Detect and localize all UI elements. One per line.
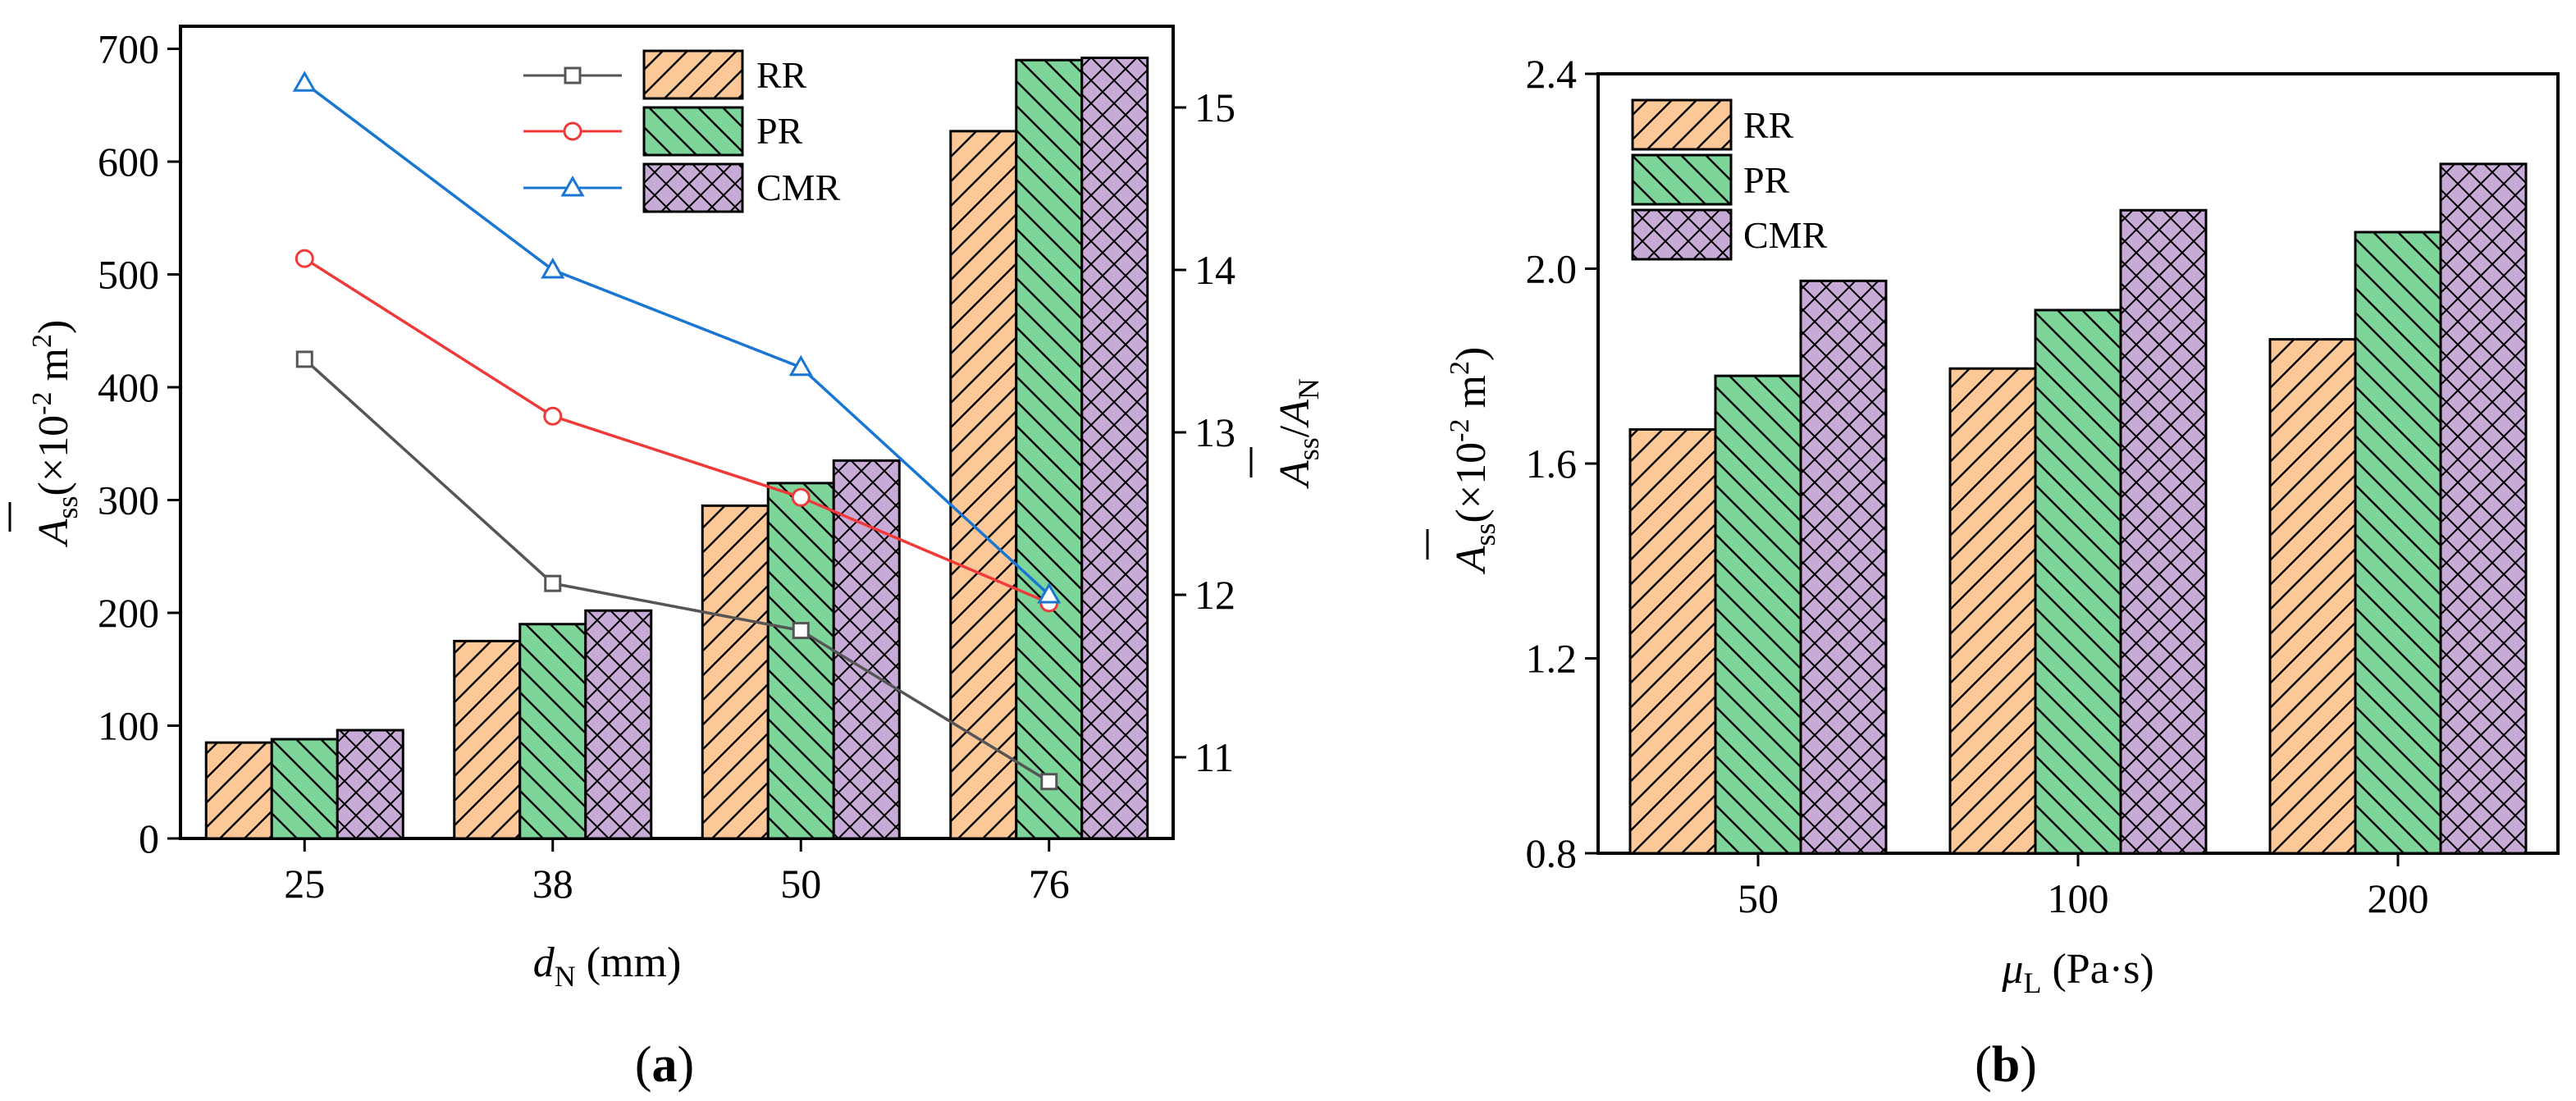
y-tick-label-a-left: 500 xyxy=(98,252,159,298)
marker-a-cmr-50 xyxy=(788,354,813,377)
marker-a-pr-50 xyxy=(791,487,811,507)
bar-a-cmr-38 xyxy=(584,609,653,840)
bar-a-rr-76 xyxy=(949,130,1018,840)
x-tick-label-a: 50 xyxy=(780,861,821,907)
x-tick-label-b: 50 xyxy=(1738,875,1779,921)
legend-b-item-pr: PR xyxy=(1631,153,1790,206)
legend-b: RR PR CMR xyxy=(1631,98,1828,261)
bar-b-rr-100 xyxy=(1948,367,2037,855)
y-tick-label-a-left: 600 xyxy=(98,139,159,185)
y-tick-label-a-left: 200 xyxy=(98,590,159,636)
marker-a-rr-38 xyxy=(544,574,562,592)
legend-a-cmr-marker xyxy=(560,175,585,197)
y-tick-label-b: 2.4 xyxy=(1526,51,1578,97)
y-tick-label-a-right: 14 xyxy=(1194,247,1235,293)
panel-a: 0 100 200 300 400 500 600 700 11 12 13 14 15 25 38 50 76… xyxy=(8,25,1325,1093)
line-a-pr xyxy=(304,257,1050,605)
bar-b-cmr-100 xyxy=(2119,208,2208,855)
line-a-rr xyxy=(304,358,1050,783)
y-tick-label-a-left: 0 xyxy=(139,815,159,861)
y-tick-label-a-left: 700 xyxy=(98,26,159,72)
legend-a-item-cmr: CMR xyxy=(523,162,841,213)
x-tick-label-a: 38 xyxy=(532,861,573,907)
y-axis-title-a-left: Ass(×10-2 m2) xyxy=(27,320,84,548)
ticks-a: 0 100 200 300 400 500 600 700 11 12 13 14 15 25 38 50 76 xyxy=(98,26,1235,907)
panel-label-a: (a) xyxy=(635,1037,694,1093)
marker-a-cmr-25 xyxy=(292,71,317,92)
legend-b-item-cmr: CMR xyxy=(1631,208,1828,261)
legend-a-item-pr: PR xyxy=(523,106,803,157)
y-axis-title-b: Ass(×10-2 m2) xyxy=(1445,347,1501,575)
bar-b-rr-50 xyxy=(1628,427,1717,855)
bar-a-rr-25 xyxy=(204,741,273,840)
legend-a-item-rr: RR xyxy=(523,49,807,100)
y-tick-label-a-right: 12 xyxy=(1194,572,1235,618)
legend-a-pr-label: PR xyxy=(756,110,803,152)
legend-a-pr-marker xyxy=(563,121,582,141)
marker-a-cmr-38 xyxy=(541,257,565,279)
panel-b: 0.8 1.2 1.6 2.0 2.4 50 100 200 Ass(×10-2 m2) μL… xyxy=(1426,51,2560,1093)
line-a-cmr xyxy=(304,81,1050,596)
legend-a-rr-swatch xyxy=(642,49,744,100)
legend-b-rr-swatch xyxy=(1631,98,1733,151)
x-tick-label-b: 200 xyxy=(2368,875,2429,921)
bar-a-pr-76 xyxy=(1015,58,1084,840)
y-tick-label-b: 2.0 xyxy=(1526,246,1578,292)
legend-b-pr-swatch xyxy=(1631,153,1733,206)
legend-b-cmr-label: CMR xyxy=(1743,214,1828,256)
y-tick-label-b: 1.2 xyxy=(1526,636,1578,682)
bar-b-cmr-50 xyxy=(1799,279,1888,855)
bar-a-pr-50 xyxy=(766,482,835,840)
y-tick-label-a-right: 13 xyxy=(1194,409,1235,455)
bar-b-rr-200 xyxy=(2268,338,2357,855)
y-tick-label-a-right: 15 xyxy=(1194,85,1235,130)
ticks-b: 0.8 1.2 1.6 2.0 2.4 50 100 200 xyxy=(1526,51,2429,921)
x-tick-label-a: 76 xyxy=(1029,861,1070,907)
marker-a-pr-38 xyxy=(543,406,563,426)
lines-a xyxy=(292,71,1062,791)
x-axis-title-b: μL (Pa·s) xyxy=(2001,946,2154,999)
legend-a-rr-marker xyxy=(564,66,582,85)
bar-a-pr-25 xyxy=(270,738,339,840)
bar-b-pr-50 xyxy=(1714,374,1802,855)
marker-a-pr-25 xyxy=(295,249,314,268)
legend-a-rr-label: RR xyxy=(756,54,807,96)
legend-b-cmr-swatch xyxy=(1631,208,1733,261)
legend-a: RR PR CMR xyxy=(523,49,841,213)
x-tick-label-a: 25 xyxy=(284,861,325,907)
x-axis-title-a: dN (mm) xyxy=(533,939,682,993)
bar-b-pr-200 xyxy=(2354,231,2442,855)
marker-a-cmr-76 xyxy=(1037,582,1062,604)
legend-a-cmr-label: CMR xyxy=(756,167,841,208)
y-tick-label-a-right: 11 xyxy=(1194,734,1234,780)
bar-a-cmr-50 xyxy=(832,459,901,840)
marker-a-rr-25 xyxy=(295,350,313,368)
legend-b-pr-label: PR xyxy=(1743,159,1790,201)
y-tick-label-b: 1.6 xyxy=(1526,441,1578,487)
y-tick-label-a-left: 300 xyxy=(98,477,159,523)
bar-b-pr-100 xyxy=(2034,308,2122,855)
y-tick-label-a-left: 100 xyxy=(98,703,159,749)
legend-a-pr-swatch xyxy=(642,106,744,157)
bar-a-cmr-25 xyxy=(336,729,404,840)
bar-a-rr-50 xyxy=(701,504,770,840)
bar-a-cmr-76 xyxy=(1080,57,1149,840)
y-tick-label-a-left: 400 xyxy=(98,364,159,410)
bar-a-rr-38 xyxy=(453,639,522,840)
bar-a-pr-38 xyxy=(518,623,587,840)
marker-a-rr-76 xyxy=(1040,773,1058,791)
bar-b-cmr-200 xyxy=(2439,162,2528,855)
marker-a-rr-50 xyxy=(792,622,810,640)
bars-a xyxy=(204,57,1149,840)
x-tick-label-b: 100 xyxy=(2048,875,2109,921)
bars-b xyxy=(1628,162,2528,855)
legend-b-item-rr: RR xyxy=(1631,98,1794,151)
y-tick-label-b: 0.8 xyxy=(1526,830,1578,876)
panel-label-b: (b) xyxy=(1975,1037,2037,1093)
legend-a-cmr-swatch xyxy=(642,162,744,213)
y-axis-title-a-right: Ass/AN xyxy=(1272,378,1325,489)
legend-b-rr-label: RR xyxy=(1743,104,1794,146)
